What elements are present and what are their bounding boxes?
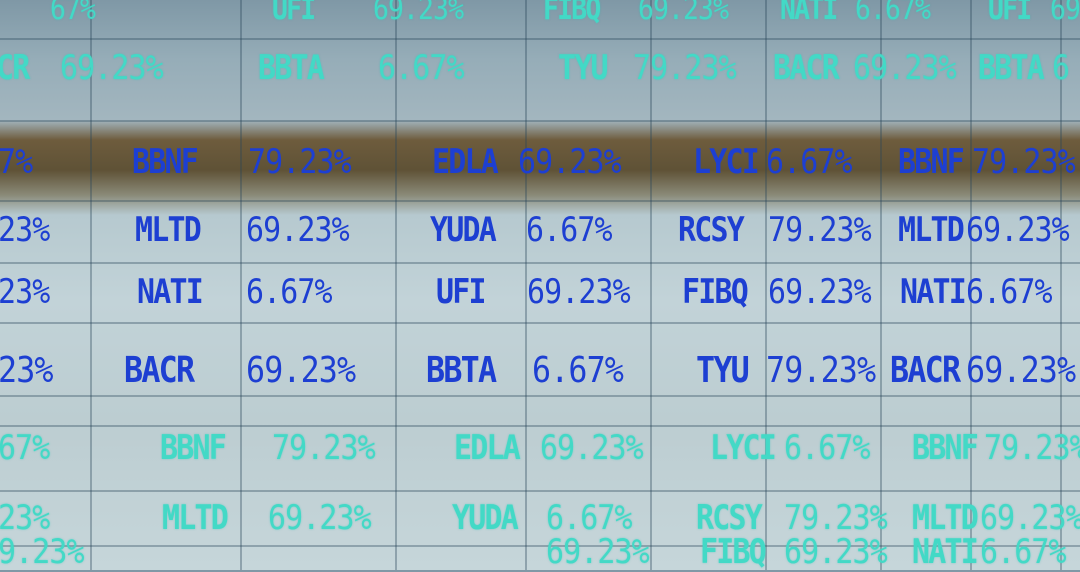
ticker-symbol: BBTA [258, 48, 325, 88]
ticker-percentage: 79.23% [984, 428, 1080, 468]
ticker-percentage: 69.23% [546, 532, 650, 572]
ticker-percentage: 69.23% [246, 210, 350, 250]
ticker-percentage: 69.23% [60, 48, 164, 88]
ticker-percentage: 6.67% [980, 532, 1067, 572]
ticker-percentage: 69.23% [540, 428, 644, 468]
ticker-percentage: 6.67% [526, 210, 613, 250]
grid-line-vertical [240, 0, 242, 570]
ticker-symbol: BBTA [426, 350, 497, 391]
ticker-percentage: 6 [1052, 48, 1070, 88]
ticker-percentage: 69.23% [784, 532, 888, 572]
ticker-percentage: 7% [0, 142, 33, 182]
ticker-percentage: 6.67% [966, 272, 1053, 312]
grid-line-horizontal [0, 322, 1080, 324]
ticker-percentage: 69.23% [768, 272, 872, 312]
ticker-percentage: 23% [0, 210, 50, 250]
grid-line-vertical [650, 0, 652, 570]
ticker-percentage: 79.23% [768, 210, 872, 250]
grid-line-horizontal [0, 425, 1080, 427]
ticker-symbol: RCSY [678, 210, 745, 250]
grid-line-vertical [970, 0, 972, 570]
ticker-symbol: BACR [773, 48, 840, 88]
ticker-symbol: NATI [912, 532, 979, 572]
grid-line-vertical [880, 0, 882, 570]
ticker-percentage: 69.23% [980, 498, 1080, 538]
ticker-percentage: 69.23% [638, 0, 729, 27]
ticker-percentage: 6.67% [378, 48, 465, 88]
ticker-symbol: TYU [696, 350, 750, 391]
ticker-symbol: NATI [137, 272, 204, 312]
grid-line-horizontal [0, 262, 1080, 264]
ticker-symbol: MLTD [912, 498, 979, 538]
ticker-symbol: MLTD [135, 210, 202, 250]
ticker-percentage: 6.67% [784, 428, 871, 468]
ticker-percentage: 79.23% [248, 142, 352, 182]
ticker-percentage: 69.23% [268, 498, 372, 538]
ticker-percentage: 69.23% [853, 48, 957, 88]
grid-line-vertical [1060, 0, 1062, 570]
ticker-symbol: RCSY [696, 498, 763, 538]
ticker-symbol: FIBQ [543, 0, 601, 27]
grid-line-horizontal [0, 38, 1080, 40]
ticker-percentage: 69.23% [246, 350, 356, 391]
ticker-percentage: 69.23% [518, 142, 622, 182]
ticker-percentage: 6.67% [855, 0, 931, 27]
ticker-symbol: BACR [124, 350, 195, 391]
ticker-symbol: MLTD [162, 498, 229, 538]
ticker-percentage: 79.23% [972, 142, 1076, 182]
ticker-symbol: UFI [436, 272, 487, 312]
ticker-symbol: NATI [900, 272, 967, 312]
ticker-percentage: 79.23% [272, 428, 376, 468]
ticker-percentage: 69.23% [527, 272, 631, 312]
grid-line-horizontal [0, 200, 1080, 202]
ticker-symbol: YUDA [430, 210, 497, 250]
ticker-symbol: TYU [558, 48, 609, 88]
ticker-symbol: EDLA [432, 142, 499, 182]
ticker-percentage: 6.67% [246, 272, 333, 312]
ticker-symbol: NATI [780, 0, 838, 27]
ticker-symbol: FIBQ [682, 272, 749, 312]
grid-line-vertical [395, 0, 397, 570]
grid-line-vertical [90, 0, 92, 570]
ticker-symbol: BBNF [898, 142, 965, 182]
ticker-symbol: BBNF [912, 428, 979, 468]
ticker-symbol: LYCI [710, 428, 777, 468]
ticker-percentage: 23% [0, 272, 50, 312]
ticker-percentage: 23% [0, 350, 53, 391]
ticker-symbol: UFI [988, 0, 1032, 27]
ticker-percentage: 69.23% [966, 210, 1070, 250]
ticker-symbol: BBNF [160, 428, 227, 468]
ticker-percentage: 69.23% [373, 0, 464, 27]
ticker-percentage: 6.67% [532, 350, 624, 391]
ticker-symbol: BBNF [132, 142, 199, 182]
ticker-symbol: BACR [890, 350, 961, 391]
ticker-symbol: MLTD [898, 210, 965, 250]
ticker-symbol: UFI [272, 0, 316, 27]
ticker-percentage: 79.23% [633, 48, 737, 88]
ticker-symbol: YUDA [452, 498, 519, 538]
ticker-percentage: 69 [1050, 0, 1080, 27]
ticker-percentage: 23% [0, 498, 50, 538]
grid-line-vertical [525, 0, 527, 570]
ticker-percentage: 69.23% [966, 350, 1076, 391]
ticker-percentage: 67% [50, 0, 96, 27]
grid-line-horizontal [0, 120, 1080, 122]
ticker-percentage: 6.67% [766, 142, 853, 182]
ticker-percentage: 6.67% [546, 498, 633, 538]
ticker-symbol: CR [0, 48, 30, 88]
grid-line-horizontal [0, 545, 1080, 547]
grid-line-horizontal [0, 490, 1080, 492]
ticker-symbol: LYCI [693, 142, 760, 182]
ticker-percentage: 79.23% [784, 498, 888, 538]
grid-line-horizontal [0, 395, 1080, 397]
ticker-symbol: EDLA [454, 428, 521, 468]
ticker-percentage: 79.23% [766, 350, 876, 391]
ticker-percentage: 9.23% [0, 532, 85, 572]
ticker-symbol: FIBQ [700, 532, 767, 572]
ticker-percentage: 67% [0, 428, 50, 468]
grid-line-vertical [765, 0, 767, 570]
ticker-symbol: BBTA [978, 48, 1045, 88]
